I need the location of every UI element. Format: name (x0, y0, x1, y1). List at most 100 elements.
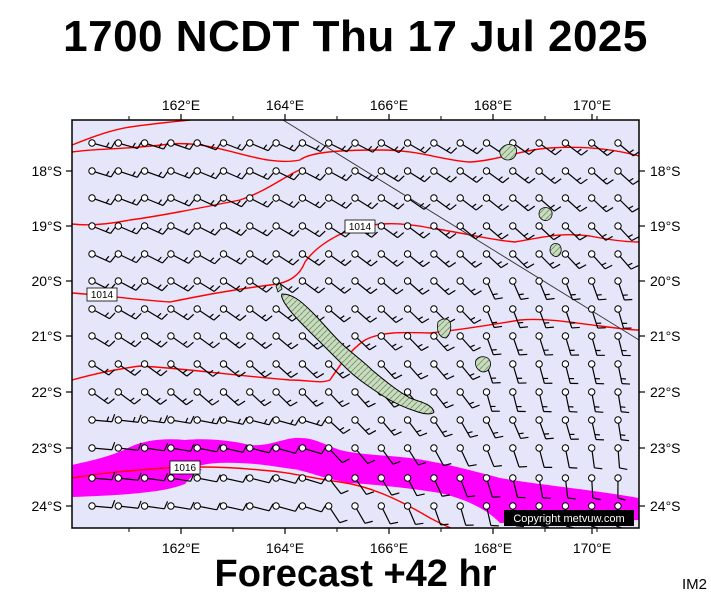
wind-barb (377, 502, 399, 525)
wind-barb (351, 250, 378, 267)
lat-tick-label: 23°S (650, 440, 681, 456)
wind-barb (535, 360, 553, 384)
map-frame (71, 119, 640, 529)
wind-barb (456, 332, 481, 352)
wind-barb (403, 194, 431, 210)
wind-barb (298, 167, 326, 181)
wind-barb (272, 139, 300, 152)
wind-barb (298, 332, 325, 350)
wind-barb (114, 388, 141, 405)
wind-barb (114, 305, 142, 320)
wind-barb (561, 250, 587, 270)
wind-barb (246, 167, 274, 180)
wind-barb (193, 332, 220, 349)
wind-barb (430, 474, 451, 497)
wind-barb (88, 442, 116, 452)
wind-barb (219, 139, 248, 151)
wind-barb (535, 222, 561, 241)
wind-barb (325, 474, 349, 495)
wind-barb (193, 250, 221, 265)
svg-text:1014: 1014 (91, 290, 114, 301)
wind-barb (88, 332, 116, 347)
wind-barb (325, 277, 352, 294)
wind-barb (88, 500, 116, 510)
wind-barb (614, 416, 630, 442)
wind-barb (325, 250, 352, 267)
wind-barb (140, 332, 168, 348)
wind-barb (193, 444, 221, 453)
wind-barb (535, 332, 554, 356)
wind-barb (430, 139, 458, 154)
wind-barb (298, 139, 327, 152)
wind-barb (351, 416, 377, 435)
lat-tick-label: 21°S (650, 328, 681, 344)
isobar-south-1014 (72, 318, 639, 383)
wind-barb (298, 222, 326, 238)
lat-tick-label: 22°S (650, 384, 681, 400)
wind-barb (456, 388, 480, 409)
wind-barb (246, 305, 273, 322)
wind-barb (88, 250, 116, 263)
lon-tick-label: 164°E (266, 540, 304, 556)
isobar-label-1: 1014 (344, 219, 376, 234)
wind-barb (482, 444, 502, 468)
wind-barb (219, 474, 248, 483)
wind-barb (219, 305, 247, 321)
wind-barb (482, 167, 510, 184)
wind-barb (114, 472, 142, 482)
wind-barb (88, 360, 116, 376)
wind-barb (325, 139, 353, 153)
wind-barb (140, 415, 169, 424)
wind-barb (456, 139, 484, 155)
wind-barb (325, 416, 351, 435)
wind-barb (272, 194, 300, 209)
lat-tick-label: 24°S (31, 498, 62, 514)
wind-barb (509, 305, 529, 329)
wind-barb (167, 277, 195, 292)
wind-barb (114, 332, 142, 348)
wind-barb (140, 305, 168, 320)
wind-barb (167, 388, 194, 406)
wind-barb (377, 139, 405, 154)
lon-tick-label: 166°E (370, 97, 408, 113)
wind-barb (325, 502, 348, 524)
wind-barb (588, 444, 603, 470)
wind-barb (614, 250, 639, 270)
wind-barb (614, 474, 626, 501)
lat-tick-label: 22°S (31, 384, 62, 400)
wind-barb (588, 222, 613, 241)
wind-barb (298, 194, 326, 209)
wind-barb (219, 444, 248, 453)
svg-text:1016: 1016 (174, 463, 197, 474)
wind-barb (114, 194, 143, 206)
wind-barb (88, 305, 116, 320)
wind-barb (351, 474, 375, 496)
wind-barb (325, 194, 353, 209)
wind-barb (193, 502, 221, 511)
lon-tick-label: 166°E (370, 540, 408, 556)
wind-barb (167, 443, 195, 452)
wind-barb (588, 250, 613, 270)
wind-barb (219, 277, 247, 293)
wind-barb (114, 250, 143, 264)
wind-barb (246, 332, 273, 349)
wind-barb (614, 167, 639, 185)
wind-barb (325, 167, 353, 182)
wind-barb (193, 474, 221, 483)
wind-barb (456, 277, 482, 296)
wind-barb (482, 416, 504, 439)
wind-barb (377, 416, 402, 436)
wind-barb (140, 473, 169, 482)
wind-barb (430, 277, 456, 296)
wind-barb (614, 360, 631, 385)
wind-barb (114, 167, 143, 178)
wind-barb (403, 332, 429, 351)
wind-barb (535, 139, 562, 156)
wind-barb (140, 501, 169, 510)
rain-gap (195, 462, 300, 471)
wind-barb (377, 360, 403, 380)
wind-barb (167, 305, 195, 321)
wind-barb (88, 472, 116, 482)
wind-barb (561, 416, 579, 440)
wind-barb (298, 388, 324, 407)
